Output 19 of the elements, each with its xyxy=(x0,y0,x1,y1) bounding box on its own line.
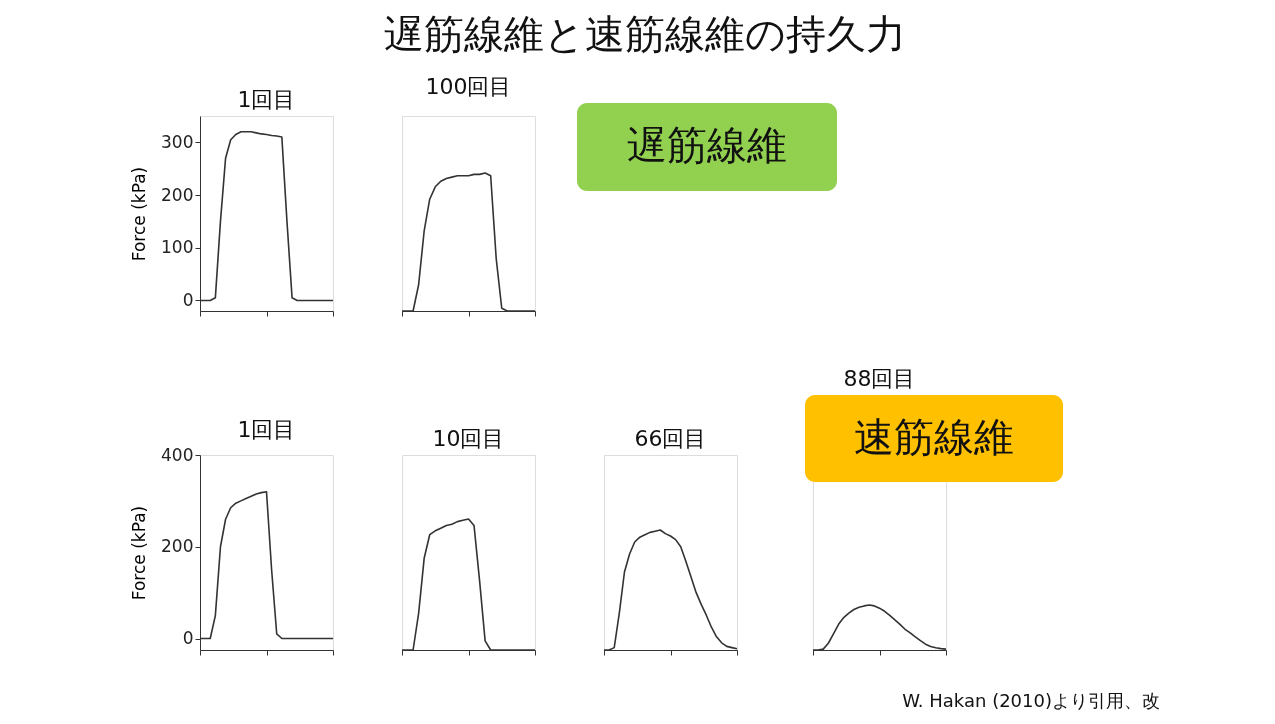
chart-title: 1回目 xyxy=(237,87,296,112)
y-tick-label: 0 xyxy=(182,628,194,649)
text: W. Hakan (2010)より引用、改 xyxy=(902,690,1160,711)
y-axis-title: Force (kPa) xyxy=(129,166,150,262)
y-axis-title: Force (kPa) xyxy=(129,505,150,601)
text: 遅筋線維と速筋線維の持久力 xyxy=(384,10,907,57)
y-tick-label: 100 xyxy=(161,237,194,258)
text: 遅筋線維 xyxy=(627,122,787,168)
chart-title: 1回目 xyxy=(237,417,296,442)
y-tick-label: 300 xyxy=(161,131,194,152)
chart-title: 100回目 xyxy=(425,74,512,99)
y-tick-label: 200 xyxy=(161,184,194,205)
y-tick-label: 400 xyxy=(161,444,194,465)
text: 速筋線維 xyxy=(854,413,1014,460)
chart-title: 88回目 xyxy=(843,366,916,391)
y-tick-label: 200 xyxy=(161,536,194,557)
chart-title: 10回目 xyxy=(432,426,505,451)
chart-title: 66回目 xyxy=(634,426,707,451)
y-tick-label: 0 xyxy=(182,289,194,310)
